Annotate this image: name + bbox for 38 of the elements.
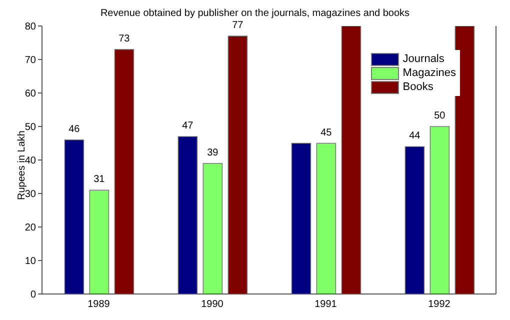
data-label: 47 <box>182 120 194 132</box>
data-label: 73 <box>118 33 130 44</box>
y-tick-label: 70 <box>24 55 36 66</box>
bar <box>341 26 362 294</box>
x-tick-label: 1992 <box>428 299 451 310</box>
data-label: 46 <box>68 124 80 135</box>
y-tick-label: 40 <box>24 156 36 167</box>
data-label: 50 <box>434 110 446 122</box>
bar <box>178 136 198 294</box>
data-label: 31 <box>94 174 106 186</box>
x-tick-label: 1991 <box>314 299 338 310</box>
bar <box>64 140 84 294</box>
y-tick-label: 50 <box>24 122 36 134</box>
chart-title: Revenue obtained by publisher on the journals, magazines and books <box>99 8 411 19</box>
y-tick-label: 0 <box>30 290 36 301</box>
x-tick-label: 1990 <box>201 299 224 310</box>
y-tick-label: 30 <box>24 189 36 200</box>
y-tick-label: 80 <box>24 22 36 33</box>
data-label: 44 <box>409 130 421 142</box>
y-tick-label: 10 <box>24 256 36 268</box>
y-tick-label: 60 <box>24 88 36 100</box>
bar <box>454 26 475 294</box>
legend-label: Books <box>402 80 434 94</box>
data-label: 45 <box>320 127 332 138</box>
legend-label: Magazines <box>402 66 456 80</box>
bar <box>430 126 450 294</box>
bar <box>114 49 134 294</box>
bar <box>291 142 312 294</box>
bar <box>316 142 336 294</box>
data-label: 77 <box>232 20 244 32</box>
x-tick-label: 1989 <box>88 299 110 310</box>
bar <box>89 190 110 294</box>
legend-label: Journals <box>402 52 444 66</box>
data-label: 39 <box>207 147 219 158</box>
bar <box>228 36 248 294</box>
bar <box>404 146 425 294</box>
y-tick-label: 20 <box>24 222 36 234</box>
bar <box>202 162 223 294</box>
